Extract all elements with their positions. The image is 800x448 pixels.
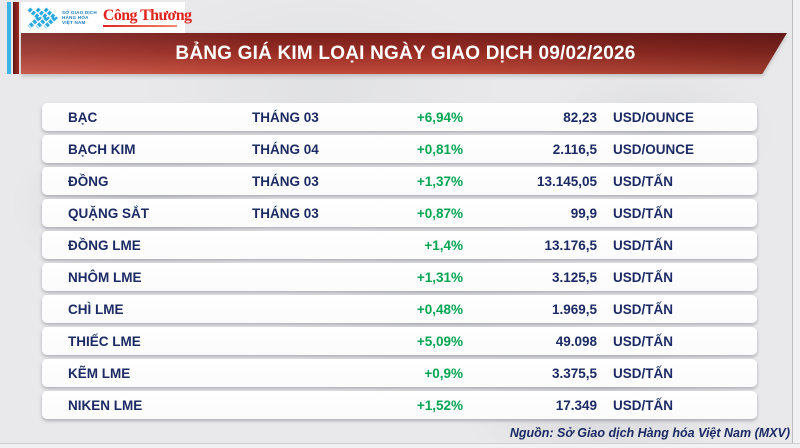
title-banner-ribbon: BẢNG GIÁ KIM LOẠI NGÀY GIAO DỊCH 09/02/2… — [21, 33, 787, 74]
price-unit: USD/TẤN — [613, 397, 673, 413]
table-row: QUẶNG SẮT THÁNG 03 +0,87% 99,9 USD/TẤN — [42, 199, 757, 227]
price-value: 82,23 — [563, 109, 597, 125]
metal-name: NHÔM LME — [68, 269, 142, 285]
metal-name: CHÌ LME — [68, 301, 124, 317]
mxv-text-line: HÀNG HÓA — [62, 15, 89, 20]
change-percent: +0,48% — [416, 301, 463, 317]
price-unit: USD/OUNCE — [613, 141, 695, 157]
price-unit: USD/TẤN — [613, 333, 673, 349]
metal-name: QUẶNG SẮT — [68, 205, 149, 221]
metal-name: BẠCH KIM — [68, 141, 136, 157]
metal-name: KẼM LME — [68, 365, 131, 381]
price-unit: USD/TẤN — [613, 237, 673, 253]
table-row: THIẾC LME +5,09% 49.098 USD/TẤN — [42, 327, 757, 355]
slide-bottom-edge — [0, 443, 800, 448]
metal-name: NIKEN LME — [68, 397, 143, 413]
accent-bar-cyan — [7, 2, 11, 74]
congthuong-logo: Công Thương — [102, 6, 192, 28]
metal-name: BẠC — [68, 109, 98, 125]
mxv-text-line: SỞ GIAO DỊCH — [62, 10, 97, 15]
price-value: 1.969,5 — [551, 301, 597, 317]
price-value: 17.349 — [555, 397, 597, 413]
price-value: 49.098 — [555, 333, 597, 349]
change-percent: +1,52% — [416, 397, 463, 413]
price-unit: USD/TẤN — [613, 365, 673, 381]
change-percent: +6,94% — [416, 109, 463, 125]
contract-month: THÁNG 03 — [252, 205, 319, 221]
title-banner: BẢNG GIÁ KIM LOẠI NGÀY GIAO DỊCH 09/02/2… — [21, 33, 790, 74]
table-row: BẠC THÁNG 03 +6,94% 82,23 USD/OUNCE — [42, 103, 757, 131]
metal-name: THIẾC LME — [68, 333, 141, 349]
table-row: BẠCH KIM THÁNG 04 +0,81% 2.116,5 USD/OUN… — [42, 135, 757, 163]
logo-box: SỞ GIAO DỊCH HÀNG HÓA VIỆT NAM Công Thươ… — [21, 2, 192, 33]
price-unit: USD/OUNCE — [613, 109, 695, 125]
slide-right-edge — [792, 0, 800, 448]
table-row: ĐỒNG LME +1,4% 13.176,5 USD/TẤN — [42, 231, 757, 259]
table-row: KẼM LME +0,9% 3.375,5 USD/TẤN — [42, 359, 757, 387]
price-value: 99,9 — [570, 205, 597, 221]
price-value: 2.116,5 — [552, 141, 597, 157]
mxv-logo-text: SỞ GIAO DỊCH HÀNG HÓA VIỆT NAM — [62, 10, 97, 25]
price-value: 3.125,5 — [551, 269, 597, 285]
table-row: NIKEN LME +1,52% 17.349 USD/TẤN — [42, 391, 757, 419]
change-percent: +0,81% — [416, 141, 463, 157]
mxv-text-line: VIỆT NAM — [62, 20, 86, 25]
price-unit: USD/TẤN — [613, 301, 673, 317]
change-percent: +1,4% — [424, 237, 463, 253]
accent-bar-red — [13, 2, 19, 74]
price-value: 13.145,05 — [536, 173, 597, 189]
metal-name: ĐỒNG — [68, 173, 109, 189]
contract-month: THÁNG 04 — [252, 141, 319, 157]
contract-month: THÁNG 03 — [252, 109, 319, 125]
contract-month: THÁNG 03 — [252, 173, 319, 189]
table-row: CHÌ LME +0,48% 1.969,5 USD/TẤN — [42, 295, 757, 323]
price-unit: USD/TẤN — [613, 173, 673, 189]
price-value: 3.375,5 — [551, 365, 597, 381]
mxv-logo-icon — [27, 7, 58, 28]
source-note: Nguồn: Sở Giao dịch Hàng hóa Việt Nam (M… — [509, 426, 790, 440]
metal-name: ĐỒNG LME — [68, 237, 141, 253]
table-row: NHÔM LME +1,31% 3.125,5 USD/TẤN — [42, 263, 757, 291]
price-value: 13.176,5 — [544, 237, 597, 253]
congthuong-tagline-bar — [102, 24, 177, 28]
price-unit: USD/TẤN — [613, 205, 673, 221]
congthuong-wordmark: Công Thương — [102, 6, 192, 24]
page-title: BẢNG GIÁ KIM LOẠI NGÀY GIAO DỊCH 09/02/2… — [175, 42, 636, 64]
change-percent: +1,31% — [416, 269, 463, 285]
price-table: BẠC THÁNG 03 +6,94% 82,23 USD/OUNCE BẠCH… — [42, 103, 757, 423]
table-row: ĐỒNG THÁNG 03 +1,37% 13.145,05 USD/TẤN — [42, 167, 757, 195]
change-percent: +1,37% — [416, 173, 463, 189]
change-percent: +5,09% — [416, 333, 463, 349]
price-unit: USD/TẤN — [613, 269, 673, 285]
change-percent: +0,87% — [416, 205, 463, 221]
change-percent: +0,9% — [424, 365, 463, 381]
